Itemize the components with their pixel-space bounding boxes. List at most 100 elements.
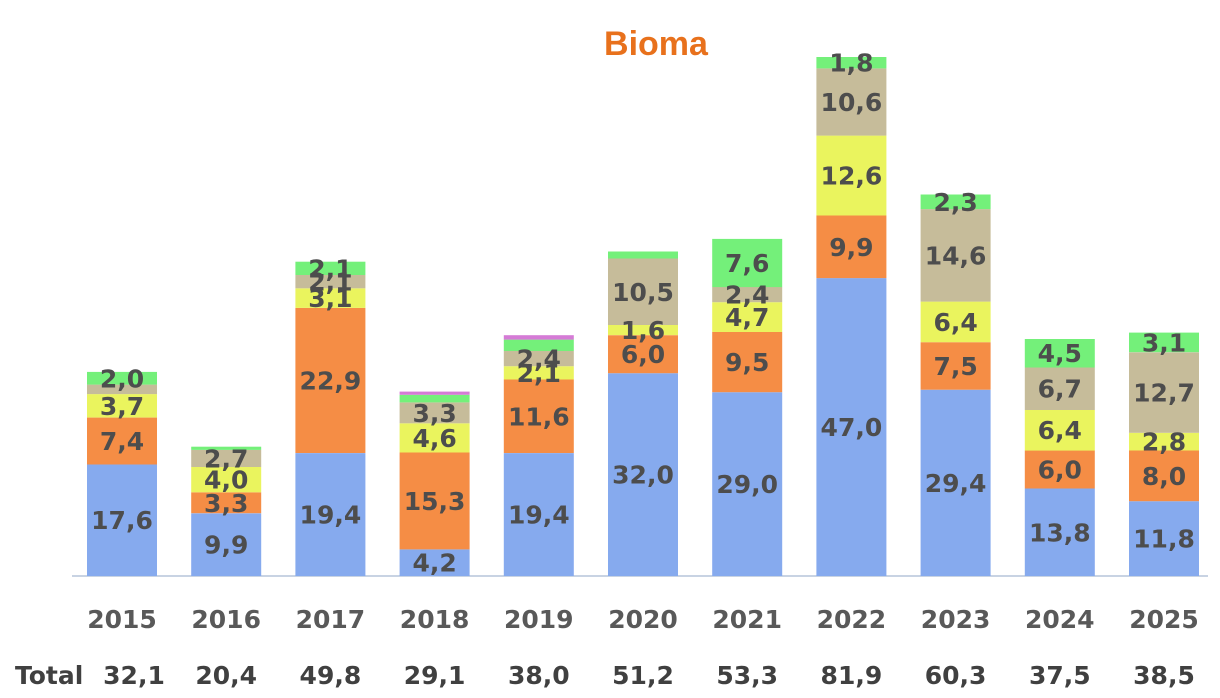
- total-value-2015: 32,1: [103, 661, 165, 690]
- year-label-2024: 2024: [1025, 605, 1095, 634]
- segment-label-2020-3: 10,5: [612, 278, 674, 307]
- total-value-2017: 49,8: [300, 661, 362, 690]
- bar-segment-2022-1: [816, 215, 887, 279]
- total-value-2016: 20,4: [195, 661, 257, 690]
- bar-segment-2024-2: [1024, 410, 1095, 451]
- bar-segment-2025-2: [1129, 432, 1199, 451]
- segment-label-2016-3: 2,7: [204, 444, 248, 473]
- segment-label-2020-1: 6,0: [621, 340, 665, 369]
- segment-label-2024-1: 6,0: [1038, 456, 1082, 485]
- bar-segment-2019-1: [503, 379, 574, 453]
- total-value-2021: 53,3: [716, 661, 778, 690]
- segment-label-2017-4: 2,1: [308, 254, 352, 283]
- segment-label-2018-1: 15,3: [404, 487, 466, 516]
- segment-label-2021-4: 7,6: [725, 249, 769, 278]
- segment-label-2019-2: 2,1: [517, 359, 561, 388]
- segment-label-2020-0: 32,0: [612, 461, 674, 490]
- year-label-2019: 2019: [504, 605, 574, 634]
- segment-label-2015-0: 17,6: [91, 506, 153, 535]
- bar-segment-2025-3: [1129, 352, 1199, 433]
- segment-label-2016-1: 3,3: [204, 489, 248, 518]
- total-value-2023: 60,3: [925, 661, 987, 690]
- bar-segment-2015-3: [87, 384, 157, 395]
- bar-segment-2025-4: [1129, 332, 1199, 353]
- segment-label-2018-3: 3,3: [412, 399, 456, 428]
- segment-label-2024-2: 6,4: [1038, 416, 1082, 445]
- segment-label-2015-4: 2,0: [100, 364, 144, 393]
- bar-segment-2022-3: [816, 68, 887, 136]
- year-label-2018: 2018: [400, 605, 470, 634]
- segment-label-2024-4: 4,5: [1038, 339, 1082, 368]
- bar-segment-2025-1: [1129, 450, 1199, 502]
- segment-label-2018-2: 4,6: [412, 424, 456, 453]
- segment-label-2020-2: 1,6: [621, 316, 665, 345]
- bar-segment-2018-0: [399, 549, 470, 576]
- segment-label-2024-3: 6,7: [1038, 375, 1082, 404]
- total-value-2019: 38,0: [508, 661, 570, 690]
- segment-label-2021-0: 29,0: [716, 470, 778, 499]
- segment-label-2017-3: 2,1: [308, 268, 352, 297]
- bar-segment-2021-3: [712, 287, 783, 303]
- bar-segment-2016-1: [191, 492, 262, 514]
- segment-label-2019-3: 2,4: [517, 345, 561, 374]
- year-label-2016: 2016: [191, 605, 261, 634]
- total-value-2018: 29,1: [404, 661, 466, 690]
- bar-segment-2023-2: [920, 301, 991, 343]
- segment-label-2015-1: 7,4: [100, 427, 144, 456]
- totals-label: Total: [15, 661, 83, 690]
- segment-label-2017-2: 3,1: [308, 284, 352, 313]
- segment-label-2023-0: 29,4: [925, 469, 987, 498]
- bar-segment-2024-1: [1024, 450, 1095, 489]
- segment-label-2016-0: 9,9: [204, 531, 248, 560]
- segment-label-2023-1: 7,5: [933, 352, 977, 381]
- bar-segment-2020-0: [608, 373, 678, 576]
- year-label-2023: 2023: [921, 605, 991, 634]
- chart-title: Bioma: [604, 25, 709, 63]
- segment-label-2018-0: 4,2: [412, 549, 456, 578]
- segment-label-2021-1: 9,5: [725, 348, 769, 377]
- bar-segment-2019-5: [503, 335, 574, 340]
- bar-segment-2021-1: [712, 332, 783, 393]
- bar-segment-2018-1: [399, 452, 470, 550]
- bar-segment-2023-0: [920, 389, 991, 576]
- bar-segment-2017-0: [295, 453, 366, 576]
- segment-labels-group: 17,67,43,72,09,93,34,02,719,422,93,12,12…: [91, 49, 1195, 578]
- segment-label-2021-3: 2,4: [725, 281, 769, 310]
- bar-segment-2017-4: [295, 261, 366, 275]
- year-labels-group: 2015 2016 2017 2018 2019 2020 2021 2022 2023 2024…: [87, 605, 1199, 634]
- bar-segment-2015-4: [87, 371, 157, 385]
- year-label-2022: 2022: [817, 605, 887, 634]
- bar-segment-2022-0: [816, 278, 887, 576]
- bar-segment-2018-5: [399, 391, 470, 395]
- segment-label-2025-3: 12,7: [1133, 379, 1195, 408]
- bar-segment-2023-1: [920, 342, 991, 390]
- bar-segment-2020-4: [608, 251, 678, 259]
- segment-label-2022-4: 1,8: [829, 49, 873, 78]
- year-label-2021: 2021: [712, 605, 782, 634]
- segment-label-2019-1: 11,6: [508, 402, 570, 431]
- segment-label-2024-0: 13,8: [1029, 518, 1091, 547]
- bar-segment-2018-2: [399, 423, 470, 453]
- bar-segment-2016-4: [191, 446, 262, 450]
- bar-segment-2022-4: [816, 57, 887, 69]
- bar-segment-2022-2: [816, 135, 887, 216]
- bar-segment-2015-1: [87, 417, 157, 465]
- total-value-2020: 51,2: [612, 661, 674, 690]
- bar-segment-2016-3: [191, 449, 262, 467]
- bar-segment-2015-2: [87, 394, 157, 418]
- bar-segment-2024-0: [1024, 488, 1095, 576]
- year-label-2025: 2025: [1129, 605, 1199, 634]
- segment-label-2021-2: 4,7: [725, 303, 769, 332]
- year-label-2017: 2017: [296, 605, 366, 634]
- bar-segment-2018-4: [399, 394, 470, 403]
- bar-segment-2018-3: [399, 402, 470, 424]
- segment-label-2023-2: 6,4: [933, 308, 977, 337]
- segment-label-2025-0: 11,8: [1133, 525, 1195, 554]
- bar-segment-2017-1: [295, 307, 366, 453]
- bar-segment-2020-2: [608, 325, 678, 336]
- bar-segment-2021-2: [712, 302, 783, 332]
- bar-segment-2019-4: [503, 339, 574, 351]
- bar-segment-2024-4: [1024, 339, 1095, 368]
- bar-segment-2023-3: [920, 209, 991, 302]
